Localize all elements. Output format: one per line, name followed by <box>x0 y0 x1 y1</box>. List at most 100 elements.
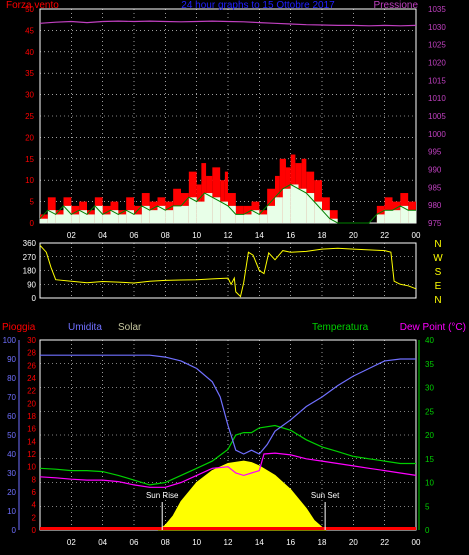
wind-gust-bar <box>212 167 221 223</box>
pressure-right-tick: 1000 <box>428 130 446 139</box>
rain-left-tick: 30 <box>27 336 36 345</box>
rain-left-tick: 4 <box>32 501 37 510</box>
rain-axis-label: Pioggia <box>2 322 36 333</box>
compass-label: W <box>433 253 443 264</box>
temp-right-tick: 40 <box>425 336 434 345</box>
temp-panel-legend-label: Temperatura <box>312 322 369 333</box>
dewpoint-line <box>39 452 417 488</box>
humidity-left-tick: 30 <box>7 469 16 478</box>
wind-avg-bar <box>376 214 385 223</box>
wind-avg-bar <box>267 205 275 223</box>
wind-avg-bar <box>400 205 409 223</box>
humidity-left-tick: 20 <box>7 488 16 497</box>
compass-label: S <box>435 267 442 278</box>
wind-left-tick: 35 <box>25 69 34 78</box>
wind-avg-bar <box>94 205 103 223</box>
rain-left-tick: 28 <box>27 349 36 358</box>
pressure-right-tick: 995 <box>428 148 442 157</box>
wind-avg-bar <box>87 214 95 223</box>
humidity-left-tick: 60 <box>7 412 16 421</box>
wind-x-tick: 18 <box>318 231 327 240</box>
sun-annotation: Sun Set <box>311 491 340 500</box>
wind-avg-bar <box>181 205 189 223</box>
pressure-axis-label: Pressione <box>374 0 419 11</box>
wind-avg-bar <box>220 201 228 223</box>
wind-avg-bar <box>408 210 416 223</box>
temp-x-tick: 06 <box>130 538 139 547</box>
wind-left-tick: 10 <box>25 176 34 185</box>
wind-avg-bar <box>298 188 307 223</box>
wind-x-tick: 20 <box>349 231 358 240</box>
wind-x-tick: 04 <box>98 231 107 240</box>
wind-left-tick: 5 <box>30 198 35 207</box>
pressure-right-tick: 1005 <box>428 112 446 121</box>
temp-x-tick: 02 <box>67 538 76 547</box>
compass-label: N <box>434 295 441 306</box>
sun-annotation: Sun Rise <box>146 491 179 500</box>
wind-x-tick: 16 <box>286 231 295 240</box>
direction-line <box>39 244 417 298</box>
wind-x-tick: 08 <box>161 231 170 240</box>
wind-avg-bar <box>384 210 393 223</box>
wind-gust-bar <box>329 210 338 223</box>
wind-avg-bar <box>157 205 166 223</box>
compass-label: E <box>435 281 442 292</box>
wind-left-tick: 25 <box>25 112 34 121</box>
humidity-left-tick: 100 <box>3 336 17 345</box>
direction-y-tick: 270 <box>23 253 37 262</box>
humidity-left-tick: 50 <box>7 431 16 440</box>
wind-avg-bar <box>196 201 205 223</box>
wind-left-tick: 0 <box>30 219 35 228</box>
solar-area <box>157 460 327 531</box>
wind-avg-bar <box>322 210 330 223</box>
wind-avg-bar <box>79 210 87 223</box>
wind-avg-bar <box>204 193 213 223</box>
compass-label: N <box>434 239 441 250</box>
pressure-right-tick: 1015 <box>428 76 446 85</box>
wind-left-tick: 50 <box>25 5 34 14</box>
rain-left-tick: 0 <box>32 526 37 535</box>
wind-avg-bar <box>126 210 134 223</box>
wind-left-tick: 45 <box>25 26 34 35</box>
temp-panel-legend-label: Solar <box>118 322 142 333</box>
rain-left-tick: 20 <box>27 399 36 408</box>
wind-left-tick: 20 <box>25 133 34 142</box>
rain-left-tick: 6 <box>32 488 37 497</box>
temp-panel-legend-label: Dew Point (°C) <box>400 322 466 333</box>
wind-avg-bar <box>392 210 401 223</box>
temp-right-tick: 10 <box>425 479 434 488</box>
wind-x-tick: 22 <box>380 231 389 240</box>
wind-avg-bar <box>102 214 111 223</box>
temp-x-tick: 20 <box>349 538 358 547</box>
wind-axis-label: Forza vento <box>6 0 59 11</box>
wind-avg-bar <box>314 201 322 223</box>
wind-left-tick: 15 <box>25 155 34 164</box>
wind-avg-bar <box>290 184 299 223</box>
pressure-right-tick: 975 <box>428 219 442 228</box>
wind-avg-bar <box>47 210 56 223</box>
wind-avg-bar <box>110 210 119 223</box>
rain-left-tick: 24 <box>27 374 36 383</box>
rain-left-tick: 12 <box>27 450 36 459</box>
humidity-left-tick: 70 <box>7 393 16 402</box>
chart-title: 24 hour graphs to 15 Ottobre 2017 <box>181 0 335 11</box>
wind-avg-bar <box>40 218 48 223</box>
wind-gust-bar <box>224 171 228 223</box>
rain-left-tick: 18 <box>27 412 36 421</box>
temp-panel-legend-label: Umidita <box>68 322 102 333</box>
wind-x-tick: 12 <box>224 231 233 240</box>
pressure-right-tick: 990 <box>428 166 442 175</box>
direction-y-tick: 90 <box>27 280 36 289</box>
wind-avg-line <box>39 183 416 224</box>
pressure-right-tick: 1020 <box>428 59 446 68</box>
rain-left-tick: 16 <box>27 425 36 434</box>
direction-y-tick: 0 <box>32 294 37 303</box>
wind-x-tick: 14 <box>255 231 264 240</box>
temp-x-tick: 12 <box>224 538 233 547</box>
temp-x-tick: 04 <box>98 538 107 547</box>
temp-right-tick: 35 <box>425 360 434 369</box>
wind-avg-bar <box>188 197 197 223</box>
wind-avg-bar <box>55 214 64 223</box>
wind-x-tick: 00 <box>412 231 421 240</box>
